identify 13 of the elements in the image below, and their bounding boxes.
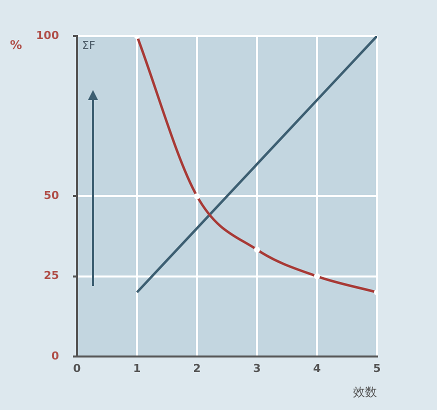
y-axis-title: %	[10, 38, 22, 52]
y-tick-label: 50	[44, 189, 60, 202]
y-tick-label: 25	[44, 269, 59, 282]
x-tick-label: 2	[193, 362, 201, 375]
x-tick-label: 3	[253, 362, 261, 375]
y-tick-label: 0	[51, 349, 60, 362]
x-tick-label: 1	[133, 362, 141, 375]
x-tick-label: 5	[373, 362, 381, 375]
annotation: ΣF	[82, 38, 96, 52]
x-axis-title: 效数	[353, 384, 377, 399]
y-tick-label: 100	[36, 28, 60, 42]
x-tick-label: 0	[73, 362, 82, 375]
x-tick-label: 4	[313, 362, 322, 375]
